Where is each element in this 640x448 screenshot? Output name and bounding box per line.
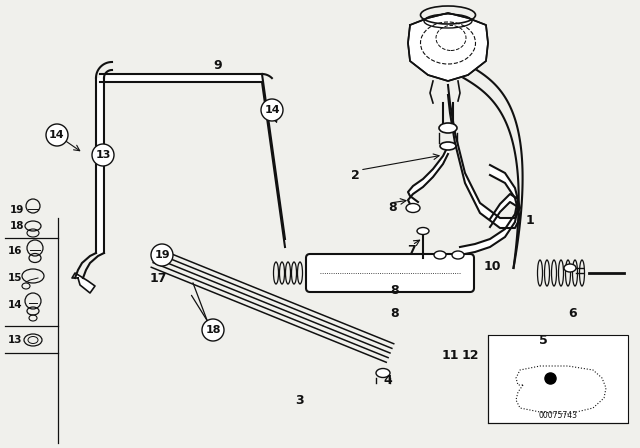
Ellipse shape [452, 251, 464, 259]
Polygon shape [72, 273, 95, 293]
Text: 9: 9 [214, 59, 222, 72]
Text: 19: 19 [10, 205, 24, 215]
Circle shape [46, 124, 68, 146]
Text: 16: 16 [8, 246, 22, 256]
Ellipse shape [440, 142, 456, 150]
Text: 13: 13 [95, 150, 111, 160]
Circle shape [261, 99, 283, 121]
Ellipse shape [564, 264, 576, 272]
Text: 18: 18 [205, 325, 221, 335]
Text: 19: 19 [154, 250, 170, 260]
Ellipse shape [376, 369, 390, 378]
Text: 7: 7 [408, 244, 417, 257]
Circle shape [151, 244, 173, 266]
Circle shape [202, 319, 224, 341]
Polygon shape [408, 13, 488, 81]
Text: 6: 6 [569, 306, 577, 319]
Text: 18: 18 [10, 221, 24, 231]
Text: 14: 14 [264, 105, 280, 115]
Ellipse shape [154, 249, 170, 261]
Text: 4: 4 [383, 374, 392, 387]
Text: 10: 10 [483, 259, 500, 272]
Text: 14: 14 [49, 130, 65, 140]
Ellipse shape [439, 123, 457, 133]
Text: 5: 5 [539, 333, 547, 346]
Ellipse shape [434, 251, 446, 259]
Text: 12: 12 [461, 349, 479, 362]
Text: 2: 2 [351, 168, 360, 181]
Text: 11: 11 [441, 349, 459, 362]
Text: 1: 1 [525, 214, 534, 227]
Text: 00075743: 00075743 [538, 410, 577, 419]
Text: 14: 14 [8, 300, 22, 310]
Text: 17: 17 [149, 271, 167, 284]
Circle shape [92, 144, 114, 166]
Bar [488, 335, 628, 423]
Text: 15: 15 [8, 273, 22, 283]
Ellipse shape [417, 228, 429, 234]
FancyBboxPatch shape [306, 254, 474, 292]
Text: 8: 8 [388, 201, 397, 214]
Text: 13: 13 [8, 335, 22, 345]
Text: 3: 3 [296, 393, 304, 406]
Text: 8: 8 [390, 306, 399, 319]
Text: 8: 8 [390, 284, 399, 297]
Ellipse shape [406, 203, 420, 212]
